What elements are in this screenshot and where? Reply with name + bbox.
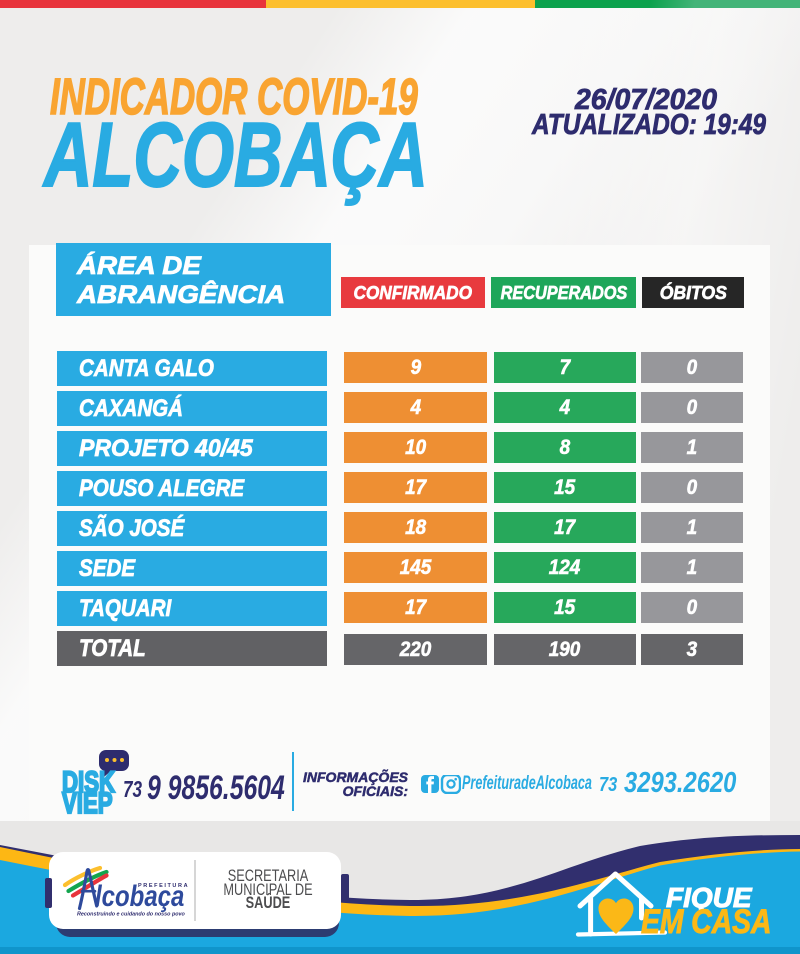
svg-text:Reconstruindo e cuidando do no: Reconstruindo e cuidando do nosso povo [77, 912, 186, 918]
svg-text:PREFEITURA: PREFEITURA [138, 883, 188, 889]
svg-text:lcobaça: lcobaça [95, 878, 184, 912]
